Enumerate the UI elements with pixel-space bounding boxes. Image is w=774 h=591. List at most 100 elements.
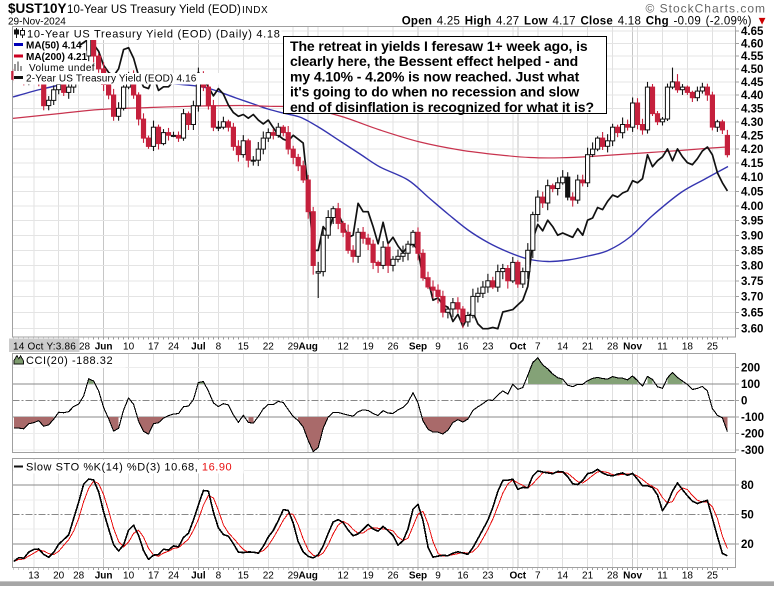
- svg-text:22: 22: [263, 571, 275, 582]
- svg-text:12: 12: [338, 571, 350, 582]
- svg-text:3.95: 3.95: [741, 215, 764, 227]
- svg-text:18: 18: [682, 571, 694, 582]
- svg-text:-300: -300: [741, 445, 764, 457]
- svg-text:Jun: Jun: [95, 571, 113, 582]
- svg-text:MA(200) 4.21: MA(200) 4.21: [26, 52, 88, 63]
- svg-text:20: 20: [741, 539, 754, 551]
- svg-text:19: 19: [363, 571, 375, 582]
- svg-text:21: 21: [582, 571, 594, 582]
- svg-text:29: 29: [288, 342, 300, 353]
- svg-text:4.30: 4.30: [741, 117, 763, 129]
- svg-text:12: 12: [338, 342, 350, 353]
- svg-text:29: 29: [288, 571, 300, 582]
- svg-text:15: 15: [238, 342, 250, 353]
- svg-text:3.75: 3.75: [741, 276, 764, 288]
- svg-text:3.70: 3.70: [741, 291, 763, 303]
- svg-text:Open 4.25 High 4.27 Low 4.17 C: Open 4.25 High 4.27 Low 4.17 Close 4.18 …: [402, 16, 768, 28]
- svg-text:The retreat in yields I feresa: The retreat in yields I feresaw 1+ week …: [290, 38, 588, 54]
- svg-text:23: 23: [482, 342, 494, 353]
- svg-text:4.05: 4.05: [741, 186, 764, 198]
- svg-text:18: 18: [682, 342, 694, 353]
- svg-text:10: 10: [123, 342, 135, 353]
- svg-text:Jun: Jun: [95, 342, 113, 353]
- svg-text:9: 9: [435, 342, 441, 353]
- svg-text:Aug: Aug: [298, 342, 317, 353]
- svg-text:Oct: Oct: [509, 571, 526, 582]
- svg-text:24: 24: [168, 571, 180, 582]
- svg-text:CCI(20) -188.32: CCI(20) -188.32: [26, 355, 113, 367]
- svg-text:Jul: Jul: [191, 342, 206, 353]
- svg-text:23: 23: [482, 571, 494, 582]
- svg-text:25: 25: [707, 571, 719, 582]
- svg-text:-100: -100: [741, 412, 764, 424]
- svg-text:28: 28: [79, 342, 91, 353]
- svg-text:7: 7: [535, 342, 541, 353]
- svg-text:3.60: 3.60: [741, 323, 763, 335]
- svg-text:20: 20: [53, 571, 65, 582]
- svg-text:10-Year US Treasury Yield (EOD: 10-Year US Treasury Yield (EOD): [67, 4, 241, 16]
- svg-text:100: 100: [741, 379, 760, 391]
- svg-text:my 4.10% - 4.20% is now reache: my 4.10% - 4.20% is now reached. Just wh…: [290, 68, 580, 84]
- svg-text:© StockCharts.com: © StockCharts.com: [645, 2, 766, 16]
- svg-text:4.15: 4.15: [741, 158, 764, 170]
- svg-text:4.25: 4.25: [741, 130, 764, 142]
- svg-text:28: 28: [607, 342, 619, 353]
- svg-text:4.35: 4.35: [741, 103, 764, 115]
- svg-text:10: 10: [123, 571, 135, 582]
- svg-text:0: 0: [741, 396, 747, 408]
- svg-text:24: 24: [168, 342, 180, 353]
- svg-text:3.65: 3.65: [741, 307, 764, 319]
- svg-text:4.10: 4.10: [741, 172, 763, 184]
- svg-text:4.40: 4.40: [741, 90, 763, 102]
- svg-text:2-Year US Treasury Yield (EOD): 2-Year US Treasury Yield (EOD) 4.16: [26, 74, 197, 85]
- svg-text:16: 16: [457, 571, 469, 582]
- svg-text:13: 13: [28, 571, 40, 582]
- svg-text:14 Oct Y:3.86: 14 Oct Y:3.86: [13, 341, 76, 352]
- svg-text:4.65: 4.65: [741, 26, 764, 38]
- svg-text:17: 17: [148, 571, 160, 582]
- svg-text:4.50: 4.50: [741, 64, 763, 76]
- svg-text:10-Year US Treasury Yield (EOD: 10-Year US Treasury Yield (EOD) (Daily) …: [27, 29, 281, 41]
- svg-text:50: 50: [741, 510, 754, 522]
- svg-text:11: 11: [657, 571, 668, 582]
- svg-text:11: 11: [657, 342, 668, 353]
- svg-text:21: 21: [582, 342, 594, 353]
- svg-text:80: 80: [741, 480, 754, 492]
- svg-text:Slow STO %K(14) %D(3) 10.68, 1: Slow STO %K(14) %D(3) 10.68, 16.90: [26, 462, 232, 474]
- svg-text:200: 200: [741, 363, 760, 375]
- svg-text:Aug: Aug: [298, 571, 317, 582]
- svg-text:Sep: Sep: [409, 571, 427, 582]
- svg-text:-200: -200: [741, 429, 764, 441]
- svg-text:3.90: 3.90: [741, 230, 763, 242]
- svg-text:4.60: 4.60: [741, 38, 763, 50]
- svg-text:INDX: INDX: [242, 5, 268, 16]
- svg-text:26: 26: [387, 342, 399, 353]
- svg-text:9: 9: [435, 571, 441, 582]
- svg-text:$UST10Y: $UST10Y: [8, 1, 67, 16]
- svg-text:3.80: 3.80: [741, 260, 763, 272]
- svg-text:4.00: 4.00: [741, 201, 763, 213]
- svg-text:26: 26: [387, 571, 399, 582]
- svg-text:Volume undef: Volume undef: [29, 63, 95, 74]
- svg-text:16: 16: [457, 342, 469, 353]
- svg-text:Jul: Jul: [191, 571, 206, 582]
- svg-text:4.20: 4.20: [741, 144, 763, 156]
- svg-text:4.45: 4.45: [741, 77, 764, 89]
- svg-text:Nov: Nov: [623, 342, 642, 353]
- svg-text:Nov: Nov: [623, 571, 642, 582]
- svg-text:Sep: Sep: [409, 342, 427, 353]
- svg-text:28: 28: [607, 571, 619, 582]
- svg-text:clearly here, the Bessent effe: clearly here, the Bessent effect helped …: [290, 53, 578, 69]
- svg-text:29-Nov-2024: 29-Nov-2024: [8, 17, 66, 28]
- svg-text:4.55: 4.55: [741, 51, 764, 63]
- svg-text:25: 25: [707, 342, 719, 353]
- svg-text:Oct: Oct: [509, 342, 526, 353]
- svg-text:MA(50) 4.14: MA(50) 4.14: [26, 41, 82, 52]
- svg-text:3.85: 3.85: [741, 245, 764, 257]
- svg-text:28: 28: [73, 571, 85, 582]
- svg-text:8: 8: [216, 342, 222, 353]
- svg-text:14: 14: [557, 571, 569, 582]
- svg-text:14: 14: [557, 342, 569, 353]
- svg-text:7: 7: [535, 571, 541, 582]
- svg-text:it's going to do when no reces: it's going to do when no recession and s…: [290, 84, 579, 100]
